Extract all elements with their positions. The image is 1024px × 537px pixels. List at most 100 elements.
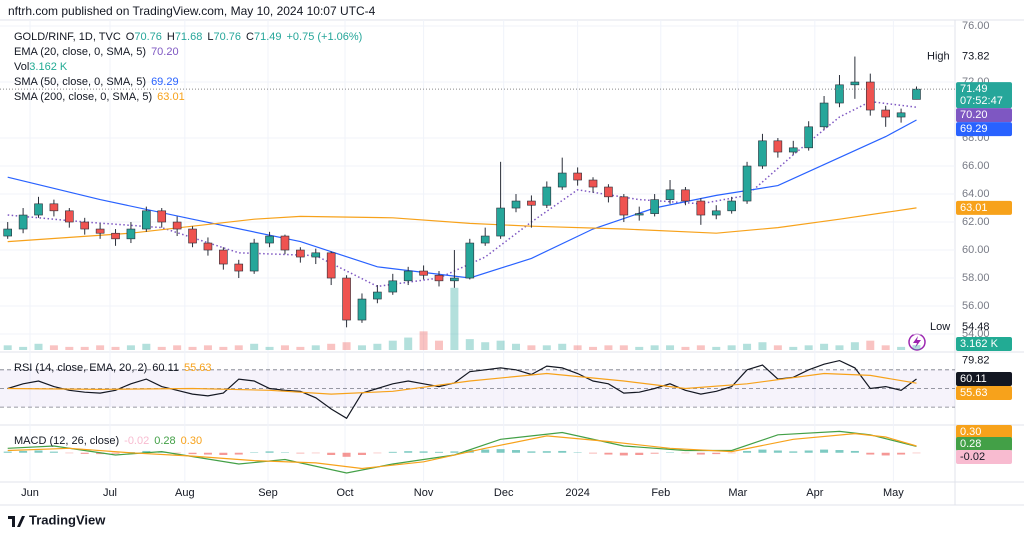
candle-body [865, 81, 875, 111]
candle-body [157, 210, 167, 223]
brand[interactable]: TradingView [29, 512, 106, 527]
candle-body [142, 210, 151, 230]
macd-histogram-bar [789, 451, 798, 453]
candle-body [511, 200, 521, 209]
volume-bar [496, 340, 505, 350]
x-tick-label: Nov [414, 487, 434, 499]
macd-histogram-bar [219, 452, 228, 455]
candle-body [265, 235, 274, 244]
candle-body [403, 270, 413, 282]
volume-bar [897, 346, 906, 350]
macd-histogram-bar [3, 451, 12, 453]
volume-bar [666, 345, 675, 350]
macd-histogram-bar [804, 450, 813, 453]
signal-tag: 0.30 [960, 426, 981, 438]
x-tick-label: Sep [258, 487, 278, 499]
ma-tag: 63.01 [960, 202, 988, 214]
volume-bar [604, 345, 613, 350]
candle-body [681, 189, 690, 202]
legend-text: 71.49 [254, 31, 282, 43]
legend-text: C [246, 31, 254, 43]
moving-average [7, 119, 917, 279]
volume-bar [404, 337, 413, 350]
legend-text: GOLD/RINF, 1D, TVC [14, 31, 121, 43]
candle-body [219, 249, 228, 265]
rsi-ma-tag: 55.63 [960, 387, 988, 399]
legend-text: 71.68 [175, 31, 203, 43]
macd-histogram-bar [481, 449, 490, 453]
macd-histogram-bar [19, 450, 28, 453]
legend-text: +0.75 (+1.06%) [286, 31, 362, 43]
logo[interactable]: TradingView [8, 512, 106, 527]
macd-histogram-bar [712, 452, 721, 455]
legend-text: L [207, 31, 213, 43]
candle-body [742, 165, 752, 202]
volume-bar [542, 345, 551, 350]
publisher: nftrh.com published on TradingView.com, … [8, 4, 376, 18]
volume-bar [203, 345, 212, 350]
macd-histogram-bar [820, 449, 829, 453]
volume-bar [219, 346, 228, 350]
ma-tag: 70.20 [960, 109, 988, 121]
legend-text: 60.11 [152, 362, 179, 374]
macd-histogram-bar [650, 452, 659, 454]
macd-histogram-bar [835, 450, 844, 453]
candle-body [480, 235, 490, 244]
volume-bar [696, 345, 705, 350]
candle-body [711, 210, 721, 216]
price-tag: 71.49 [960, 83, 988, 95]
candle-body [249, 242, 259, 272]
candle-body [819, 102, 829, 128]
macd-histogram-bar [404, 451, 413, 453]
histogram-tag: -0.02 [960, 451, 985, 463]
histogram-tag-bg [956, 450, 1012, 464]
volume-bar [111, 346, 120, 350]
volume-bar [789, 346, 798, 350]
y-tick-label: 66.00 [962, 160, 990, 172]
alert-bolt[interactable] [913, 336, 921, 348]
candle-body [434, 274, 444, 282]
macd-histogram-bar [450, 451, 459, 453]
candle-body [588, 179, 598, 188]
macd-histogram-bar [142, 450, 151, 453]
ma-tag-bg [956, 122, 1012, 137]
volume-bar [558, 343, 567, 350]
rsi-ma-line [7, 372, 917, 395]
volume-bar [373, 343, 382, 350]
volume-bar [820, 343, 829, 350]
volume-bar [80, 346, 89, 350]
volume-bar [173, 345, 182, 350]
candle-body [619, 196, 629, 216]
macd-histogram-bar [265, 451, 274, 453]
candle-body [450, 277, 459, 282]
macd-histogram-bar [388, 451, 397, 453]
candle-body [311, 252, 321, 258]
macd-histogram-bar [203, 452, 212, 455]
volume-bar [850, 342, 859, 350]
candle-body [234, 263, 244, 272]
macd-histogram-bar [512, 450, 521, 453]
macd-histogram-bar [80, 452, 89, 454]
logo-mark[interactable] [8, 516, 25, 527]
macd-tag-bg [956, 437, 1012, 451]
volume-bar [142, 343, 151, 350]
candle-body [557, 172, 567, 188]
candle-body [3, 228, 13, 237]
macd-histogram-bar [34, 450, 43, 453]
volume-bar [512, 343, 521, 350]
macd-histogram-bar [850, 450, 859, 453]
legend-text: EMA (20, close, 0, SMA, 5) [14, 46, 146, 58]
legend-text: MACD (12, 26, close) [14, 435, 119, 447]
price-tag-bg [956, 82, 1012, 109]
x-tick-label: May [883, 487, 904, 499]
candle-body [912, 88, 921, 100]
volume-bar [450, 287, 459, 350]
volume-bar [650, 345, 659, 350]
candle-body [773, 140, 783, 153]
macd-histogram-bar [897, 452, 906, 455]
legend-text: 3.162 K [29, 61, 68, 73]
ma-tag-bg [956, 200, 1012, 215]
volume-bar [342, 342, 351, 350]
volume-bar [265, 346, 274, 350]
